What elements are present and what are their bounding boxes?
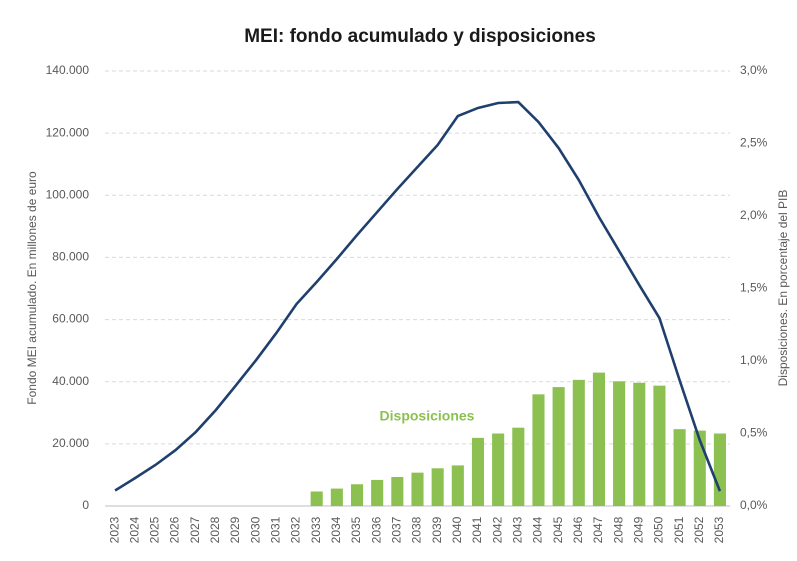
y2-tick-label: 1,0% <box>740 353 768 367</box>
y2-axis-label: Disposiciones. En porcentaje del PIB <box>776 190 790 387</box>
bar <box>572 379 585 506</box>
x-tick-label: 2039 <box>430 516 444 543</box>
x-tick-label: 2024 <box>127 516 141 543</box>
x-tick-label: 2023 <box>107 516 121 543</box>
x-tick-label: 2041 <box>470 516 484 543</box>
x-tick-label: 2048 <box>611 516 625 543</box>
x-tick-label: 2043 <box>510 516 524 543</box>
x-tick-label: 2029 <box>228 516 242 543</box>
bar <box>451 465 464 506</box>
x-tick-label: 2037 <box>390 516 404 543</box>
y-tick-label: 80.000 <box>52 250 89 264</box>
x-tick-label: 2053 <box>712 516 726 543</box>
y2-tick-label: 3,0% <box>740 63 768 77</box>
x-tick-label: 2034 <box>329 516 343 543</box>
x-tick-label: 2028 <box>208 516 222 543</box>
x-tick-label: 2026 <box>168 516 182 543</box>
y-tick-label: 100.000 <box>46 187 90 201</box>
bar <box>532 394 545 506</box>
x-tick-label: 2052 <box>692 516 706 543</box>
chart-title: MEI: fondo acumulado y disposiciones <box>244 26 596 47</box>
x-tick-label: 2044 <box>531 516 545 543</box>
bar <box>673 429 686 506</box>
y-tick-label: 60.000 <box>52 312 89 326</box>
y2-tick-label: 2,0% <box>740 208 768 222</box>
bar <box>350 484 364 506</box>
y2-tick-label: 2,5% <box>740 136 768 150</box>
x-tick-label: 2033 <box>309 516 323 543</box>
y2-tick-label: 1,5% <box>740 281 768 295</box>
y-tick-label: 0 <box>82 498 89 512</box>
bar <box>592 372 605 506</box>
y-axis-label: Fondo MEI acumulado. En millones de euro <box>25 171 39 405</box>
bar <box>411 472 424 506</box>
x-tick-label: 2045 <box>551 516 565 543</box>
bar <box>431 468 444 506</box>
x-tick-label: 2025 <box>148 516 162 543</box>
x-tick-label: 2049 <box>631 516 645 543</box>
x-tick-label: 2027 <box>188 516 202 543</box>
x-tick-label: 2047 <box>591 516 605 543</box>
x-tick-label: 2035 <box>349 516 363 543</box>
y2-tick-label: 0,5% <box>740 426 768 440</box>
y2-tick-label: 0,0% <box>740 498 768 512</box>
bar <box>471 437 485 506</box>
x-tick-label: 2051 <box>672 516 686 543</box>
series-label: Disposiciones <box>380 408 475 424</box>
bar <box>391 477 404 506</box>
x-tick-label: 2046 <box>571 516 585 543</box>
x-tick-label: 2030 <box>248 516 262 543</box>
x-tick-label: 2040 <box>450 516 464 543</box>
bar <box>552 387 565 506</box>
bar <box>330 488 343 506</box>
bar <box>653 385 666 506</box>
x-tick-label: 2032 <box>289 516 303 543</box>
x-tick-label: 2038 <box>410 516 424 543</box>
bar <box>633 382 646 506</box>
y-tick-label: 120.000 <box>46 125 90 139</box>
bar <box>613 381 626 506</box>
x-tick-label: 2031 <box>269 516 283 543</box>
bar <box>371 479 384 506</box>
bar <box>310 491 323 506</box>
y-tick-label: 40.000 <box>52 374 89 388</box>
line <box>114 100 722 492</box>
bar <box>512 427 525 506</box>
y-tick-label: 140.000 <box>46 63 90 77</box>
x-tick-label: 2036 <box>369 516 383 543</box>
x-tick-label: 2042 <box>490 516 504 543</box>
y-tick-label: 20.000 <box>52 436 89 450</box>
x-tick-label: 2050 <box>652 516 666 543</box>
bar <box>492 433 505 506</box>
bar <box>713 433 726 506</box>
